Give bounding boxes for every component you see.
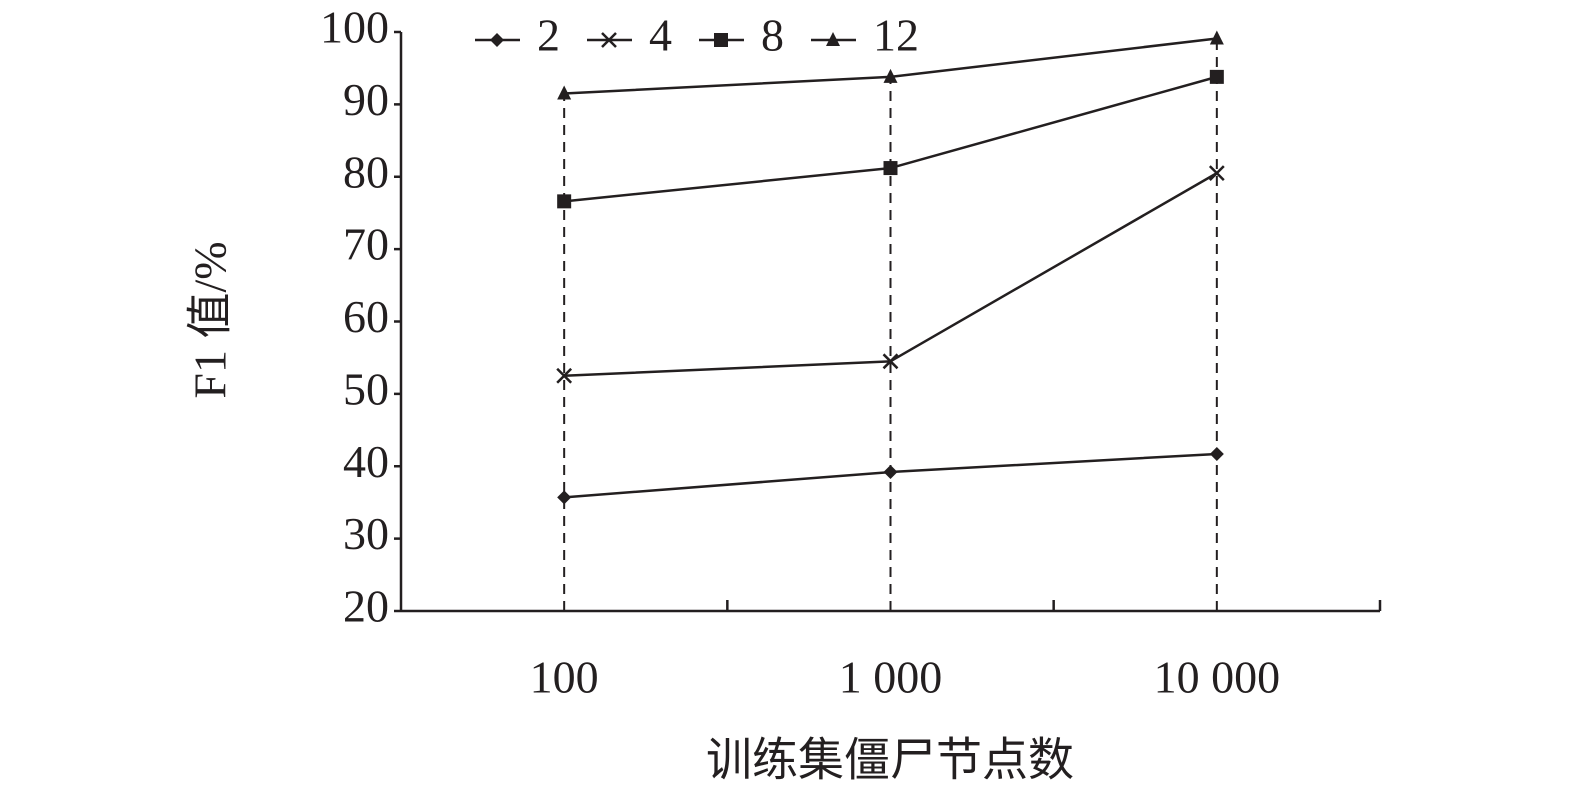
marker — [1208, 165, 1225, 182]
y-tick-label: 30 — [343, 508, 389, 559]
marker — [883, 465, 898, 480]
y-tick-label: 40 — [343, 436, 389, 487]
x-tick-label: 100 — [530, 652, 599, 703]
legend-label: 4 — [649, 10, 672, 61]
y-tick-label: 80 — [343, 146, 389, 197]
x-tick-label: 10 000 — [1154, 652, 1281, 703]
marker — [557, 85, 572, 100]
marker — [556, 367, 573, 384]
x-tick-label: 1 000 — [839, 652, 943, 703]
legend-label: 8 — [761, 10, 784, 61]
marker — [557, 194, 572, 209]
marker — [557, 490, 572, 505]
marker — [882, 353, 899, 370]
marker — [714, 33, 728, 47]
marker — [883, 68, 898, 83]
y-tick-label: 60 — [343, 291, 389, 342]
marker — [883, 161, 898, 176]
marker — [601, 32, 617, 48]
y-tick-label: 50 — [343, 363, 389, 414]
legend-label: 12 — [873, 10, 919, 61]
marker — [1209, 30, 1224, 45]
marker — [490, 33, 504, 47]
y-tick-label: 20 — [343, 581, 389, 632]
marker — [1209, 69, 1224, 84]
y-tick-label: 70 — [343, 219, 389, 270]
y-tick-label: 90 — [343, 74, 389, 125]
series-line — [564, 172, 1218, 378]
y-axis-label: F1 值/% — [185, 241, 236, 398]
x-axis-label: 训练集僵尸节点数 — [706, 735, 1074, 786]
marker — [1209, 446, 1224, 461]
y-tick-label: 100 — [320, 2, 389, 53]
marker — [826, 32, 840, 46]
legend-label: 2 — [537, 10, 560, 61]
